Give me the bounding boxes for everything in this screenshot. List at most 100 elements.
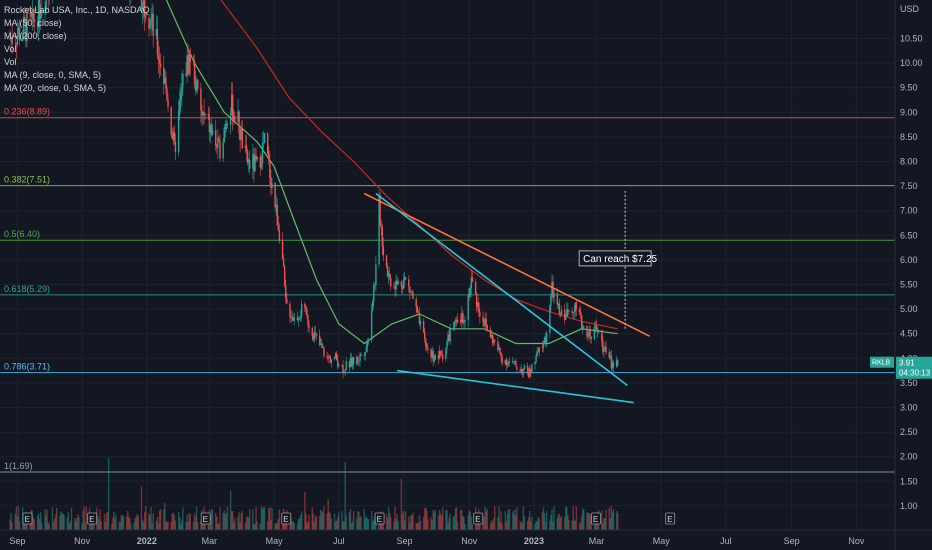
candle-body bbox=[617, 360, 619, 366]
volume-bar bbox=[330, 518, 333, 530]
legend-entry[interactable]: MA (200, close) bbox=[4, 31, 67, 41]
volume-bar bbox=[292, 520, 294, 530]
volume-bar bbox=[543, 513, 546, 530]
candle-body bbox=[230, 94, 233, 114]
legend-entry[interactable]: MA (9, close, 0, SMA, 5) bbox=[4, 70, 102, 80]
candle-body bbox=[344, 370, 346, 372]
candle-body bbox=[536, 351, 538, 356]
volume-bar bbox=[276, 522, 278, 530]
volume-bar bbox=[408, 516, 410, 530]
volume-bar bbox=[226, 506, 229, 530]
volume-bar bbox=[560, 516, 563, 530]
volume-bar bbox=[343, 521, 345, 530]
volume-bar bbox=[367, 519, 370, 530]
candle-body bbox=[256, 156, 258, 160]
volume-bar bbox=[216, 516, 218, 530]
candle-body bbox=[521, 369, 523, 374]
volume-bar bbox=[419, 521, 422, 530]
earnings-marker-label: E bbox=[89, 515, 94, 524]
legend-entry[interactable]: Vol bbox=[4, 44, 17, 54]
volume-bar bbox=[285, 519, 287, 530]
volume-bar bbox=[601, 510, 603, 530]
volume-bar bbox=[390, 517, 392, 530]
candle-body bbox=[328, 356, 330, 358]
volume-bar bbox=[244, 522, 247, 530]
volume-bar bbox=[586, 512, 588, 530]
volume-bar bbox=[53, 518, 56, 530]
volume-bar bbox=[427, 519, 429, 530]
candle-body bbox=[271, 183, 273, 188]
candle-body bbox=[194, 84, 197, 91]
volume-bar bbox=[81, 523, 83, 530]
volume-bar bbox=[516, 506, 518, 530]
volume-bar bbox=[268, 508, 270, 530]
chart-legend: Rocket Lab USA, Inc., 1D, NASDAQ MA (50, … bbox=[4, 4, 150, 95]
volume-bar bbox=[270, 520, 272, 530]
volume-bar bbox=[267, 520, 269, 530]
volume-bar bbox=[497, 517, 499, 530]
volume-bar bbox=[578, 522, 581, 530]
candle-body bbox=[508, 361, 511, 363]
candle-body bbox=[522, 368, 525, 374]
volume-bar bbox=[344, 461, 346, 530]
candle-body bbox=[433, 359, 435, 362]
volume-bar bbox=[76, 518, 78, 530]
trendlines[interactable] bbox=[363, 192, 650, 404]
volume-bar bbox=[140, 486, 143, 530]
candle-body bbox=[315, 333, 318, 336]
candle-body bbox=[313, 332, 316, 340]
candle-body bbox=[290, 316, 292, 318]
volume-bar bbox=[422, 516, 425, 530]
candle-body bbox=[446, 341, 448, 349]
candle-body bbox=[327, 356, 329, 358]
candle-body bbox=[36, 22, 39, 28]
candle-body bbox=[526, 365, 529, 373]
legend-entry[interactable]: MA (50, close) bbox=[4, 18, 62, 28]
volume-bar bbox=[253, 523, 255, 530]
volume-bar bbox=[111, 523, 113, 530]
volume-bar bbox=[121, 515, 124, 530]
volume-bar bbox=[417, 522, 420, 530]
volume-bar bbox=[167, 522, 169, 530]
candle-body bbox=[262, 143, 265, 144]
candle-body bbox=[237, 111, 239, 123]
volume-bar bbox=[177, 512, 180, 530]
earnings-marker bbox=[22, 512, 33, 525]
candle-body bbox=[44, 10, 46, 12]
volume-bar bbox=[197, 521, 199, 530]
legend-entry[interactable]: Rocket Lab USA, Inc., 1D, NASDAQ bbox=[4, 5, 150, 15]
candle-body bbox=[32, 8, 35, 20]
volume-bar bbox=[122, 516, 125, 530]
x-tick-label: Nov bbox=[461, 536, 478, 546]
volume-bar bbox=[222, 512, 224, 530]
volume-bar bbox=[415, 522, 417, 530]
candle-body bbox=[571, 311, 573, 313]
candle-body bbox=[193, 60, 196, 85]
candle-body bbox=[471, 277, 474, 282]
candle-body bbox=[286, 298, 288, 304]
volume-bar bbox=[611, 512, 614, 530]
candle-body bbox=[490, 334, 493, 338]
candle-body bbox=[285, 285, 287, 299]
earnings-marker bbox=[281, 512, 292, 525]
legend-entry[interactable]: MA (20, close, 0, SMA, 5) bbox=[4, 83, 107, 93]
candle-body bbox=[304, 303, 306, 308]
candle-body bbox=[386, 266, 389, 277]
volume-bar bbox=[313, 522, 316, 530]
legend-entry[interactable]: Vol bbox=[4, 57, 17, 67]
volume-bar bbox=[229, 490, 232, 530]
candle-body bbox=[182, 73, 184, 87]
candle-body bbox=[246, 151, 249, 163]
ma-50-line bbox=[165, 0, 618, 345]
volume-bar bbox=[526, 520, 529, 530]
candle-body bbox=[254, 155, 256, 172]
volume-bar bbox=[610, 506, 613, 530]
volume-bar bbox=[602, 523, 604, 530]
volume-bar bbox=[182, 507, 184, 530]
volume-bar bbox=[274, 523, 276, 530]
volume-bar bbox=[141, 519, 144, 530]
candle-body bbox=[447, 334, 449, 342]
volume-bar bbox=[195, 506, 198, 530]
candle-body bbox=[402, 279, 405, 289]
